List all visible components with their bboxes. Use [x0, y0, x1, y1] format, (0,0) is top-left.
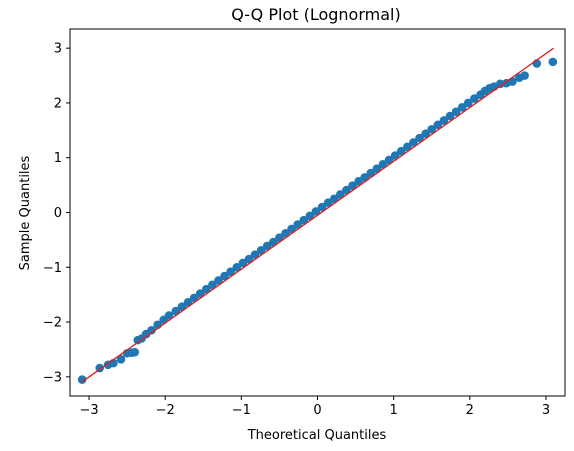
- data-point: [232, 262, 242, 272]
- data-point: [348, 181, 357, 190]
- data-point: [396, 146, 406, 156]
- data-point: [220, 271, 229, 281]
- y-tick-label: −2: [43, 316, 62, 331]
- data-point: [409, 138, 418, 147]
- data-point: [433, 120, 443, 130]
- x-tick-label: 1: [390, 403, 398, 418]
- data-point: [147, 325, 156, 335]
- data-point: [317, 202, 327, 212]
- data-point: [384, 155, 394, 165]
- data-point: [427, 124, 437, 134]
- plot-frame: [69, 28, 566, 397]
- data-point: [77, 375, 87, 384]
- data-point: [299, 215, 309, 225]
- data-point: [342, 185, 351, 195]
- y-tick-label: 0: [54, 206, 62, 221]
- data-point: [116, 355, 126, 364]
- x-tick-label: 0: [313, 403, 321, 418]
- y-tick-label: −1: [43, 261, 62, 276]
- data-point: [390, 151, 400, 160]
- data-point: [256, 246, 266, 255]
- y-tick-label: 1: [54, 151, 62, 166]
- data-point: [287, 224, 296, 234]
- data-point: [415, 133, 424, 143]
- data-point: [208, 280, 217, 290]
- data-point: [421, 129, 430, 138]
- data-point: [293, 220, 303, 229]
- chart-title: Q-Q Plot (Lognormal): [231, 5, 400, 24]
- x-tick-label: −3: [79, 403, 98, 418]
- reference-line: [81, 47, 554, 383]
- data-point: [520, 71, 529, 80]
- data-point: [214, 276, 223, 285]
- data-point: [336, 190, 345, 199]
- y-tick-label: 2: [54, 96, 62, 111]
- data-point: [130, 347, 140, 357]
- y-axis-label: Sample Quantiles: [18, 155, 33, 270]
- data-point: [195, 289, 205, 298]
- data-point: [244, 254, 254, 264]
- data-point: [439, 116, 449, 125]
- data-point: [451, 107, 461, 117]
- y-tick-label: −3: [43, 370, 62, 385]
- data-point: [329, 194, 339, 204]
- x-tick-label: 2: [466, 403, 474, 418]
- x-axis-ticks: −3 −2 −1 0 1 2 3: [79, 396, 550, 418]
- data-point: [305, 211, 315, 221]
- x-tick-label: 3: [542, 403, 550, 418]
- data-point: [463, 98, 473, 108]
- data-point: [164, 311, 174, 320]
- data-point: [250, 250, 260, 259]
- x-axis-label: Theoretical Quantiles: [247, 428, 387, 443]
- data-point: [445, 111, 455, 121]
- data-point: [403, 142, 412, 152]
- data-point: [311, 207, 321, 216]
- y-tick-label: 3: [54, 42, 62, 57]
- y-axis-ticks: −3 −2 −1 0 1 2 3: [43, 42, 70, 385]
- data-point: [378, 160, 388, 169]
- x-tick-label: −1: [232, 403, 251, 418]
- data-point: [202, 284, 211, 294]
- data-point: [189, 293, 199, 303]
- data-point: [457, 103, 467, 112]
- data-point: [281, 229, 290, 238]
- data-point: [548, 57, 558, 67]
- plot-area: [77, 47, 558, 384]
- x-tick-label: −2: [156, 403, 175, 418]
- data-point: [226, 267, 235, 276]
